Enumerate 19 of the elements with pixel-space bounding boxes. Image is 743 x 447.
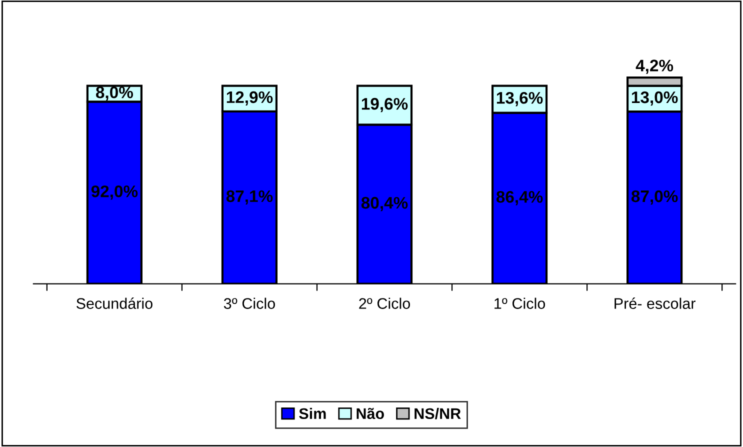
data-label: 19,6% [362, 98, 408, 112]
data-label: 86,4% [496, 190, 543, 206]
data-label: 4,2% [636, 60, 674, 74]
data-label: 13,6% [496, 92, 543, 106]
x-tick-label: Pré- escolar [614, 298, 696, 309]
data-label: 13,0% [632, 91, 678, 106]
x-tick-label: Secundário [76, 298, 152, 309]
data-label: 87,0% [631, 190, 678, 205]
legend-label: Sim [299, 408, 326, 420]
x-tick-label: 2º Ciclo [359, 298, 410, 309]
data-label: 92,0% [91, 185, 138, 200]
x-tick-label: 1º Ciclo [494, 298, 546, 309]
legend-label: Não [356, 408, 384, 420]
data-label: 80,4% [361, 196, 408, 212]
data-label: 12,9% [226, 91, 273, 106]
data-label: 87,1% [226, 190, 273, 205]
data-label: 8,0% [96, 86, 134, 101]
x-tick-label: 3º Ciclo [224, 298, 275, 309]
legend-label: NS/NR [414, 408, 461, 420]
